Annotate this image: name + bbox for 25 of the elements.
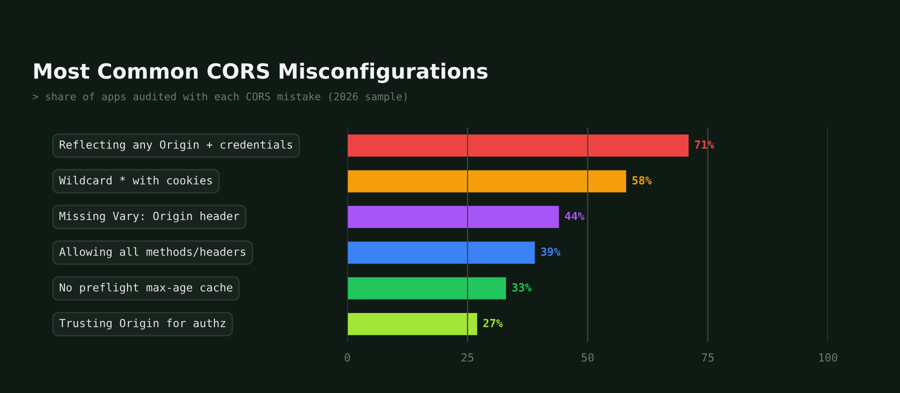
y-tick-label: Wildcard * with cookies [59,176,212,185]
data-label: 27% [483,318,503,328]
data-label: 58% [632,176,652,184]
text: > share of apps audited with each CORS mistake (2026 sample) [32,92,407,102]
bar [347,242,535,264]
bar [347,277,506,300]
x-tick-label: 100 [819,353,838,362]
x-tick-label: 0 [344,353,350,362]
y-tick-label: Trusting Origin for authz [59,318,226,330]
y-tick-label: Allowing all methods/headers [59,247,246,258]
x-tick-label: 75 [702,353,714,362]
y-tick-label: Reflecting any Origin + credentials [60,140,292,152]
data-label: 44% [564,212,584,220]
data-label: 33% [512,283,532,292]
chart-title: Most Common CORS Misconfigurations [34,62,488,84]
data-label: 71% [694,140,714,149]
x-tick-label: 25 [462,353,474,362]
bar [347,206,559,228]
bar [347,170,626,192]
data-label: 39% [541,247,560,256]
bar [347,312,478,336]
y-tick-label: Missing Vary: Origin header [60,212,240,222]
y-tick-label: No preflight max-age cache [60,282,232,294]
x-tick-label: 50 [582,353,594,362]
bar [347,134,689,157]
